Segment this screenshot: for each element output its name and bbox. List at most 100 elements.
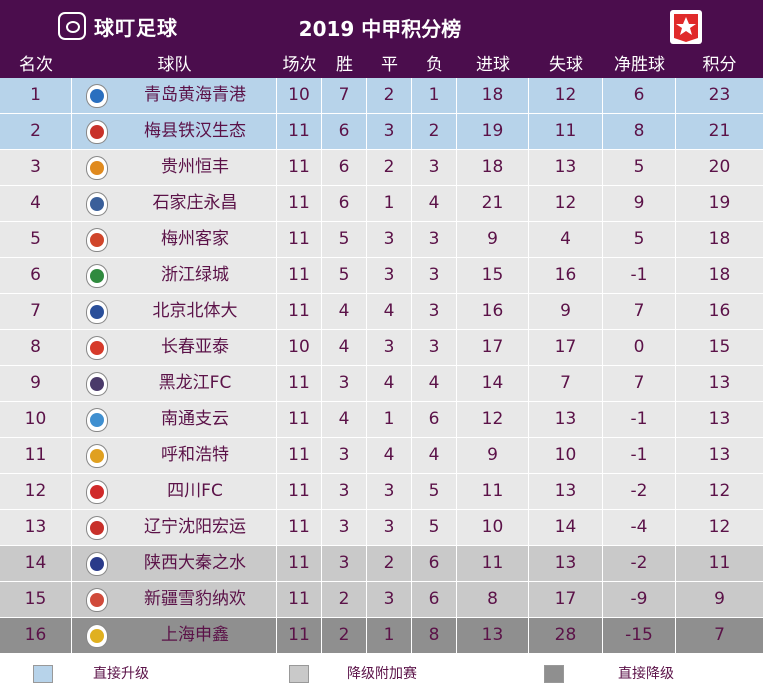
gf-cell: 10 <box>457 510 529 545</box>
rank-cell: 6 <box>0 258 72 293</box>
rank-cell: 9 <box>0 366 72 401</box>
rank-cell: 13 <box>0 510 72 545</box>
loss-cell: 5 <box>412 474 457 509</box>
draw-cell: 3 <box>367 582 412 617</box>
draw-cell: 3 <box>367 474 412 509</box>
played-cell: 11 <box>277 150 322 185</box>
rank-cell: 3 <box>0 150 72 185</box>
team-name: 陕西大秦之水 <box>144 553 246 573</box>
gd-cell: 6 <box>603 78 676 113</box>
played-cell: 11 <box>277 186 322 221</box>
pts-cell: 12 <box>708 517 731 537</box>
table-row: 8 长春亚泰 10 4 3 3 17 17 0 15 <box>0 330 763 366</box>
gf-cell: 8 <box>457 582 529 617</box>
team-cell: 四川FC <box>72 474 277 509</box>
team-badge-icon <box>86 372 108 396</box>
draw-cell: 4 <box>367 294 412 329</box>
loss-cell: 6 <box>412 582 457 617</box>
played-cell: 11 <box>277 114 322 149</box>
gf-cell: 14 <box>457 366 529 401</box>
goals-against-header: 失球 <box>549 55 583 75</box>
gd-cell: -2 <box>603 474 676 509</box>
ga-cell: 14 <box>529 510 603 545</box>
team-badge-icon <box>86 444 108 468</box>
gd-cell: 7 <box>603 294 676 329</box>
legend-label: 直接升级 <box>93 666 149 682</box>
draw-cell: 2 <box>367 150 412 185</box>
gd-cell: -4 <box>603 510 676 545</box>
team-badge-icon <box>86 228 108 252</box>
team-name: 南通支云 <box>161 409 229 429</box>
team-cell: 辽宁沈阳宏运 <box>72 510 277 545</box>
team-cell: 北京北体大 <box>72 294 277 329</box>
team-header: 球队 <box>157 55 192 75</box>
ga-cell: 11 <box>529 114 603 149</box>
ga-cell: 7 <box>529 366 603 401</box>
gd-cell: -1 <box>603 438 676 473</box>
table-row: 12 四川FC 11 3 3 5 11 13 -2 12 <box>0 474 763 510</box>
team-cell: 青岛黄海青港 <box>72 78 277 113</box>
team-name: 辽宁沈阳宏运 <box>144 517 246 537</box>
ga-cell: 13 <box>529 402 603 437</box>
league-logo-icon <box>670 10 702 44</box>
loss-cell: 3 <box>412 330 457 365</box>
team-name: 梅县铁汉生态 <box>144 121 246 141</box>
win-cell: 3 <box>322 438 367 473</box>
team-name: 上海申鑫 <box>161 625 229 645</box>
table-row: 13 辽宁沈阳宏运 11 3 3 5 10 14 -4 12 <box>0 510 763 546</box>
table-row: 2 梅县铁汉生态 11 6 3 2 19 11 8 21 <box>0 114 763 150</box>
team-cell: 贵州恒丰 <box>72 150 277 185</box>
team-badge-icon <box>86 408 108 432</box>
gf-cell: 17 <box>457 330 529 365</box>
gf-cell: 21 <box>457 186 529 221</box>
loss-cell: 3 <box>412 222 457 257</box>
gf-cell: 11 <box>457 474 529 509</box>
page-title: 2019 中甲积分榜 <box>298 17 462 41</box>
gf-cell: 16 <box>457 294 529 329</box>
rank-cell: 10 <box>0 402 72 437</box>
rank-cell: 11 <box>0 438 72 473</box>
table-row: 4 石家庄永昌 11 6 1 4 21 12 9 19 <box>0 186 763 222</box>
rank-cell: 8 <box>0 330 72 365</box>
team-badge-icon <box>86 552 108 576</box>
pts-cell: 19 <box>708 193 731 213</box>
team-name: 浙江绿城 <box>161 265 229 285</box>
ga-cell: 9 <box>529 294 603 329</box>
win-cell: 4 <box>322 294 367 329</box>
win-cell: 2 <box>322 582 367 617</box>
win-cell: 5 <box>322 258 367 293</box>
team-badge-icon <box>86 480 108 504</box>
played-cell: 10 <box>277 78 322 113</box>
draw-cell: 3 <box>367 510 412 545</box>
win-cell: 3 <box>322 510 367 545</box>
played-cell: 11 <box>277 222 322 257</box>
loss-cell: 6 <box>412 546 457 581</box>
team-badge-icon <box>86 300 108 324</box>
gf-cell: 19 <box>457 114 529 149</box>
rank-cell: 4 <box>0 186 72 221</box>
loss-cell: 4 <box>412 366 457 401</box>
brand-name: 球叮足球 <box>94 15 178 40</box>
brand: 球叮足球 <box>58 11 178 41</box>
gd-cell: 5 <box>603 150 676 185</box>
draw-cell: 3 <box>367 114 412 149</box>
gd-cell: -2 <box>603 546 676 581</box>
legend-label: 降级附加赛 <box>347 666 417 682</box>
team-name: 青岛黄海青港 <box>144 85 246 105</box>
pts-cell: 13 <box>708 445 731 465</box>
win-cell: 6 <box>322 150 367 185</box>
goal-diff-header: 净胜球 <box>614 55 665 75</box>
gf-cell: 9 <box>457 222 529 257</box>
played-cell: 11 <box>277 618 322 653</box>
legend-swatch <box>289 665 309 683</box>
gf-cell: 12 <box>457 402 529 437</box>
played-cell: 11 <box>277 402 322 437</box>
team-badge-icon <box>86 120 108 144</box>
win-cell: 4 <box>322 330 367 365</box>
rank-cell: 16 <box>0 618 72 653</box>
team-badge-icon <box>86 192 108 216</box>
table-row: 5 梅州客家 11 5 3 3 9 4 5 18 <box>0 222 763 258</box>
win-cell: 4 <box>322 402 367 437</box>
loss-cell: 3 <box>412 294 457 329</box>
draw-cell: 3 <box>367 330 412 365</box>
